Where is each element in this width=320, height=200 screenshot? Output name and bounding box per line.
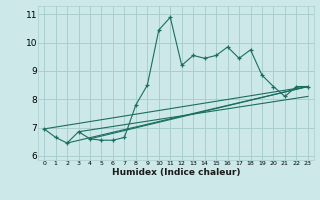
X-axis label: Humidex (Indice chaleur): Humidex (Indice chaleur): [112, 168, 240, 177]
